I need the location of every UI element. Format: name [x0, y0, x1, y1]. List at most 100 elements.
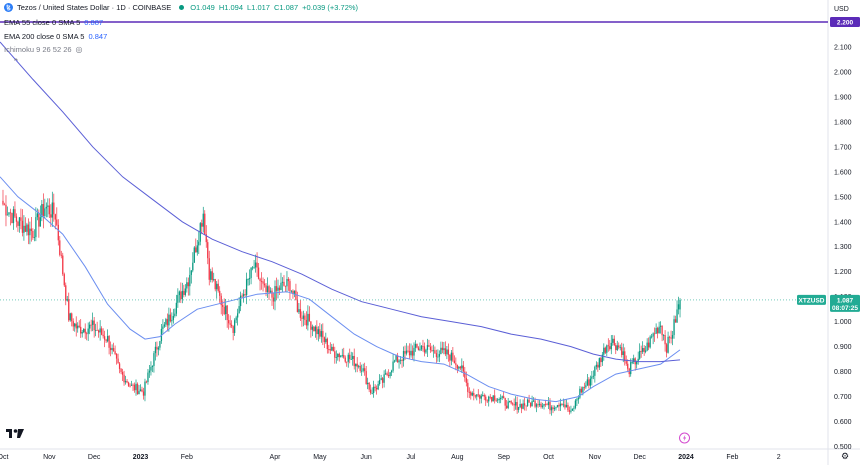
ticker-label: XTZUSD — [799, 297, 825, 304]
candle-body — [115, 353, 118, 359]
candle-body — [23, 225, 25, 233]
collapse-legend-chevron-icon[interactable]: ⌃ — [12, 57, 20, 67]
candle-body — [529, 402, 532, 407]
candle-body — [250, 267, 252, 278]
candle-body — [81, 332, 83, 334]
indicator-ema200[interactable]: EMA 200 close 0 SMA 5 0.847 — [4, 32, 107, 41]
candle-body — [503, 396, 505, 399]
candle-body — [497, 399, 499, 401]
candle-body — [419, 349, 421, 351]
candle-body — [658, 326, 660, 334]
candle-body — [168, 314, 170, 326]
candle-body — [220, 295, 222, 306]
candle-body — [676, 309, 678, 323]
candle-body — [449, 354, 451, 361]
candle-body — [398, 360, 400, 363]
candle-body — [331, 346, 333, 351]
candle-body — [553, 407, 556, 410]
candle-body — [320, 331, 322, 337]
candle-body — [618, 345, 620, 348]
line-ema200 — [0, 41, 681, 363]
candle-body — [231, 324, 233, 327]
candle-body — [96, 329, 98, 331]
candle-body — [225, 305, 227, 315]
candle-body — [169, 314, 172, 322]
candle-body — [130, 384, 133, 386]
candle-body — [606, 345, 608, 353]
settings-gear-icon[interactable]: ⚙ — [841, 451, 849, 461]
y-tick-label: 1.200 — [834, 269, 852, 276]
candle-body — [236, 313, 239, 318]
candle-body — [591, 376, 593, 379]
candle-body — [229, 323, 231, 325]
candle-body — [642, 348, 644, 352]
x-tick-label: Nov — [43, 454, 56, 461]
symbol-legend[interactable]: ꜩ Tezos / United States Dollar · 1D · CO… — [4, 3, 358, 12]
currency-label[interactable]: USD — [834, 6, 849, 13]
y-tick-label: 0.900 — [834, 344, 852, 351]
hline-price-label: 2.200 — [837, 19, 854, 26]
candle-body — [670, 337, 672, 339]
candle-body — [186, 282, 188, 289]
candle-body — [195, 247, 197, 253]
candle-body — [311, 326, 314, 330]
candle-body — [89, 324, 91, 329]
candle-body — [444, 348, 447, 355]
candle-body — [102, 334, 104, 337]
y-tick-label: 1.300 — [834, 244, 852, 251]
candle-body — [228, 320, 230, 324]
candle-body — [401, 359, 403, 361]
candle-body — [458, 366, 460, 369]
candle-body — [661, 325, 663, 336]
candle-body — [532, 400, 535, 402]
candle-body — [292, 290, 294, 294]
visibility-eye-icon[interactable]: ◎ — [75, 45, 83, 54]
candle-body — [166, 319, 169, 326]
candle-body — [11, 212, 13, 224]
candle-body — [598, 358, 600, 368]
candle-body — [585, 385, 587, 388]
candle-body — [452, 352, 454, 361]
indicator-value: 0.847 — [88, 32, 108, 41]
candle-body — [399, 359, 402, 361]
candle-body — [667, 336, 669, 353]
candle-body — [251, 267, 254, 269]
candle-body — [62, 255, 64, 275]
indicator-ichimoku[interactable]: Ichimoku 9 26 52 26 ◎ — [4, 45, 83, 54]
candle-body — [337, 353, 339, 358]
candle-body — [510, 401, 512, 404]
candle-body — [335, 357, 337, 358]
candle-body — [665, 344, 668, 353]
candle-body — [513, 404, 515, 406]
candle-body — [408, 350, 411, 356]
candle-body — [423, 346, 426, 353]
candle-body — [219, 290, 221, 296]
candle-body — [607, 345, 609, 347]
x-tick-label: Nov — [589, 454, 602, 461]
indicator-ema55[interactable]: EMA 55 close 0 SMA 5 0.887 — [4, 18, 103, 27]
x-tick-label: Oct — [0, 454, 8, 461]
candle-body — [269, 290, 272, 293]
candle-body — [154, 346, 157, 354]
candle-body — [242, 294, 245, 297]
candle-body — [69, 313, 71, 321]
candle-body — [509, 401, 511, 402]
candle-body — [244, 294, 246, 296]
candle-body — [177, 295, 179, 303]
candle-body — [361, 370, 363, 372]
candle-body — [319, 329, 321, 337]
candle-body — [504, 398, 506, 406]
candle-body — [659, 325, 662, 327]
candle-body — [470, 391, 472, 396]
candle-body — [54, 214, 56, 220]
candle-body — [180, 291, 182, 300]
lightning-icon — [683, 434, 687, 442]
candle-body — [622, 351, 624, 356]
candle-body — [296, 300, 299, 313]
candle-body — [293, 290, 296, 294]
high-value: H1.094 — [218, 3, 244, 12]
candle-body — [202, 213, 204, 227]
candle-body — [2, 200, 4, 205]
candle-body — [652, 333, 654, 337]
